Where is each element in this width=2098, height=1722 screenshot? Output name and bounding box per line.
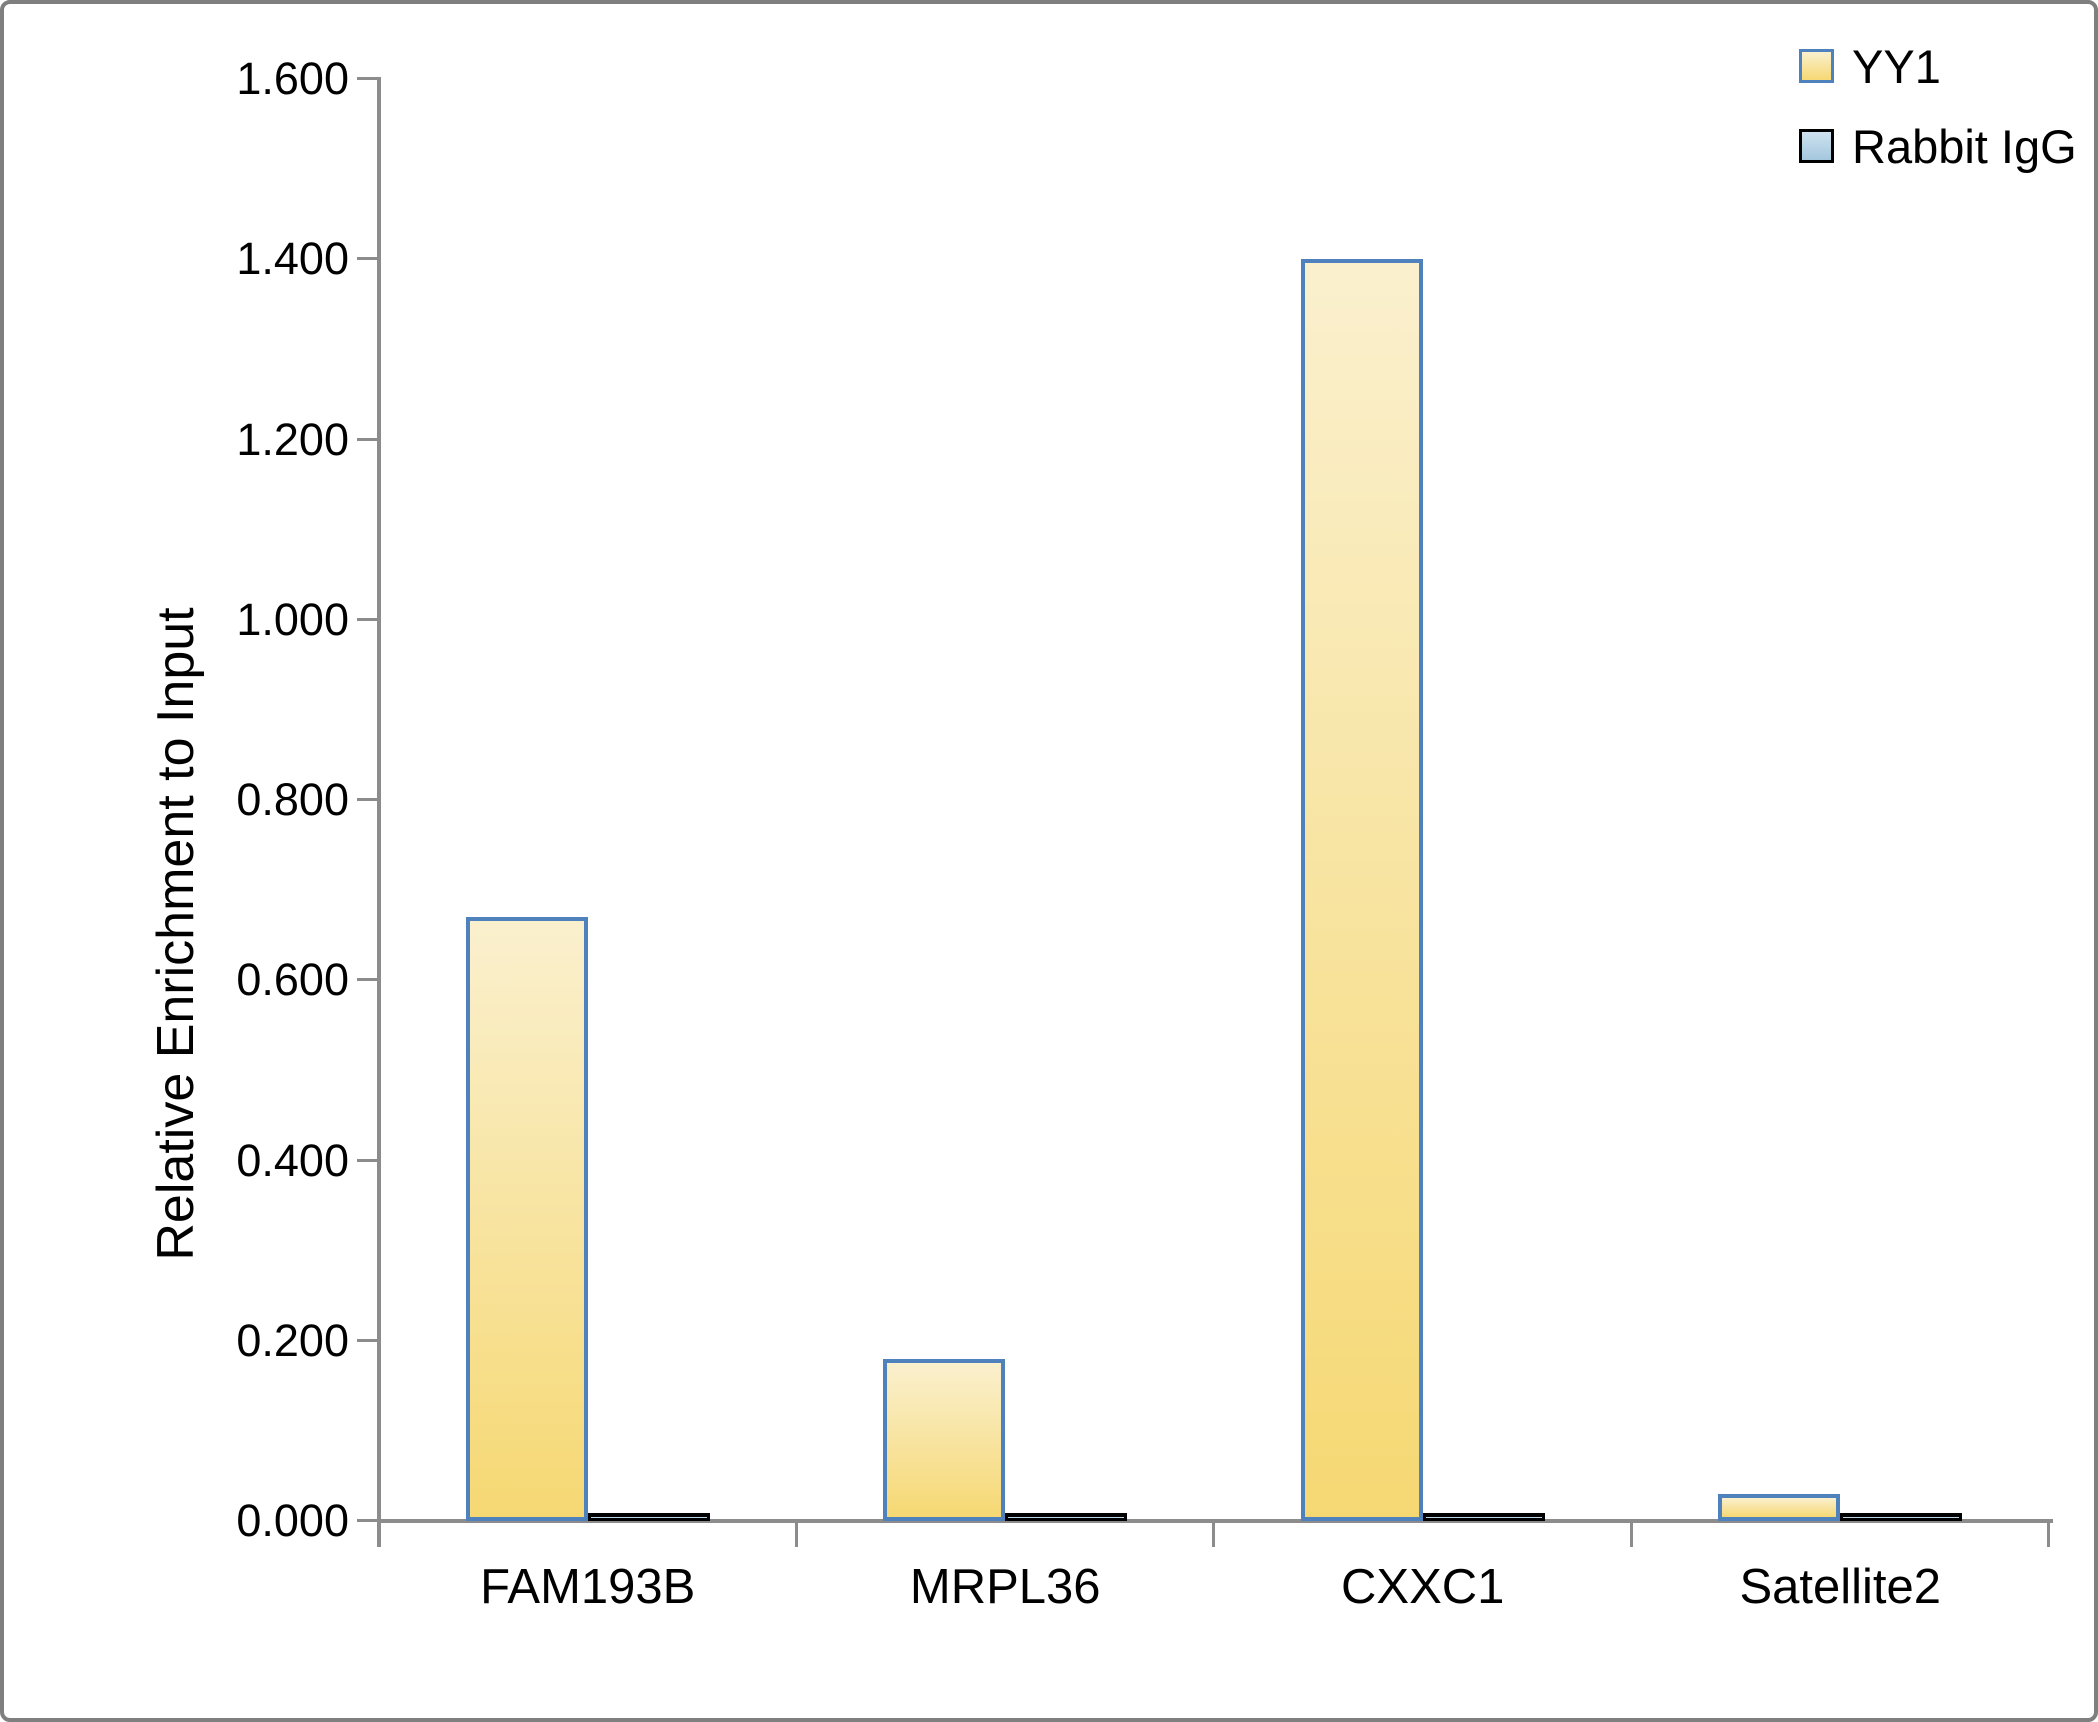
x-tick <box>794 1521 798 1547</box>
bar-yy1-cxxc1 <box>1300 259 1423 1521</box>
y-tick-label: 0.200 <box>236 1314 349 1366</box>
bar-rabbit-igg-cxxc1 <box>1422 1513 1545 1521</box>
x-tick <box>2047 1521 2050 1547</box>
y-tick <box>357 437 379 441</box>
y-tick-label: 1.200 <box>236 413 349 465</box>
category-label-fam193b: FAM193B <box>480 1560 696 1614</box>
x-tick <box>1212 1521 1215 1547</box>
y-tick <box>357 1158 379 1162</box>
y-tick <box>357 617 379 621</box>
x-axis-line <box>377 1519 2053 1523</box>
bar-yy1-satellite2 <box>1718 1494 1841 1521</box>
y-tick-label: 1.000 <box>236 593 349 645</box>
y-tick <box>357 1338 379 1342</box>
legend-swatch-rabbit-igg <box>1799 129 1834 163</box>
y-tick <box>357 1519 379 1522</box>
y-tick-label: 0.800 <box>236 774 349 825</box>
y-tick-label: 0.400 <box>236 1134 349 1186</box>
legend-swatch-yy1 <box>1799 49 1834 83</box>
y-tick-label: 0.600 <box>236 954 349 1006</box>
category-label-cxxc1: CXXC1 <box>1341 1560 1505 1614</box>
category-label-mrpl36: MRPL36 <box>909 1560 1101 1614</box>
bar-rabbit-igg-satellite2 <box>1840 1513 1963 1521</box>
x-tick <box>377 1521 380 1547</box>
bar-yy1-mrpl36 <box>883 1359 1006 1521</box>
y-tick <box>357 978 379 982</box>
y-tick <box>357 77 379 80</box>
legend-item-rabbit-igg: Rabbit IgG <box>1799 120 2077 173</box>
y-tick-label: 1.400 <box>236 233 349 285</box>
legend: YY1 Rabbit IgG <box>1799 40 2077 204</box>
y-tick <box>357 257 379 261</box>
legend-item-yy1: YY1 <box>1799 40 2077 93</box>
category-label-satellite2: Satellite2 <box>1739 1560 1942 1614</box>
bar-rabbit-igg-fam193b <box>587 1513 710 1521</box>
x-tick <box>1629 1521 1633 1547</box>
y-axis-line <box>377 77 381 1547</box>
y-tick-label: 1.600 <box>236 53 349 104</box>
bar-rabbit-igg-mrpl36 <box>1005 1513 1128 1521</box>
legend-label-yy1: YY1 <box>1852 39 1941 93</box>
bar-yy1-fam193b <box>465 917 588 1521</box>
legend-label-rabbit-igg: Rabbit IgG <box>1852 119 2077 173</box>
y-tick-label: 0.000 <box>236 1495 349 1546</box>
y-tick <box>357 798 379 801</box>
